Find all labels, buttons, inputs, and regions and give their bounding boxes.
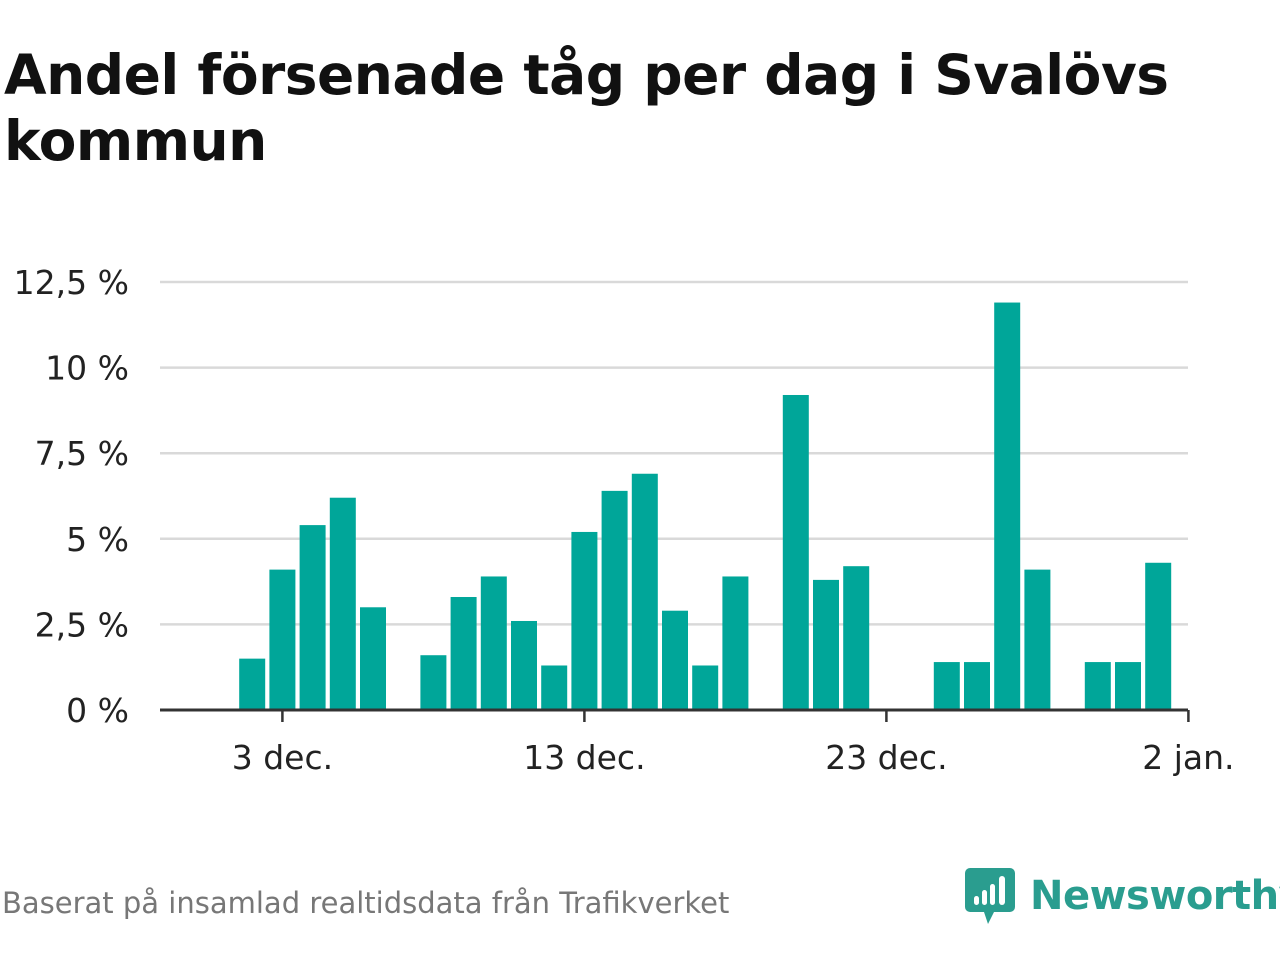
bar-2023-12-09 (450, 597, 477, 710)
bar-2023-12-25 (933, 662, 960, 710)
newsworthy-logo-icon (965, 868, 1015, 924)
y-tick-label: 0 % (66, 691, 129, 730)
bar-2023-12-06 (360, 607, 386, 710)
x-axis: 3 dec. 13 dec. 23 dec. 2 jan. (160, 708, 1235, 777)
bar-2023-12-28 (1024, 569, 1051, 710)
bar-2023-12-13 (571, 531, 598, 710)
bars (239, 302, 1172, 710)
x-tick-label: 23 dec. (825, 738, 947, 777)
bar-2023-12-15 (631, 473, 658, 710)
source-note: Baserat på insamlad realtidsdata från Tr… (2, 886, 730, 920)
y-tick-label: 12,5 % (14, 263, 129, 302)
bar-2023-12-05 (329, 497, 356, 710)
bar-2023-12-10 (480, 576, 507, 710)
brand-logo: Newsworthy (964, 864, 1280, 928)
bar-2024-01-01 (1145, 562, 1172, 710)
bar-2023-12-03 (269, 569, 296, 710)
y-tick-label: 2,5 % (35, 605, 129, 644)
bar-2023-12-21 (813, 579, 839, 710)
bar-2023-12-04 (299, 525, 326, 710)
bar-2023-12-16 (662, 610, 688, 710)
bar-2023-12-17 (692, 665, 719, 710)
brand-name: Newsworthy (1030, 873, 1280, 919)
bar-2023-12-12 (541, 665, 568, 710)
bar-2023-12-26 (964, 662, 990, 710)
bar-2023-12-08 (420, 655, 447, 710)
y-tick-label: 5 % (66, 520, 129, 559)
x-tick-label: 3 dec. (232, 738, 333, 777)
x-tick-label: 2 jan. (1142, 738, 1234, 777)
y-axis-tick-labels: 0 % 2,5 % 5 % 7,5 % 10 % 12,5 % (14, 263, 129, 730)
bar-2023-12-31 (1115, 662, 1141, 710)
bar-2023-12-27 (994, 302, 1021, 710)
y-tick-label: 7,5 % (35, 434, 129, 473)
bar-2023-12-02 (239, 658, 266, 710)
bar-chart: 0 % 2,5 % 5 % 7,5 % 10 % 12,5 % 3 dec. 13 dec.… (14, 263, 1235, 777)
bar-2023-12-20 (782, 394, 809, 710)
bar-2023-12-14 (601, 490, 628, 710)
x-tick-label: 13 dec. (523, 738, 645, 777)
bar-2023-12-30 (1084, 662, 1111, 710)
chart-title: Andel försenade tåg per dag i Svalövs ko… (4, 43, 1169, 173)
y-tick-label: 10 % (45, 349, 129, 388)
bar-2023-12-11 (511, 620, 537, 710)
bar-2023-12-22 (843, 566, 870, 710)
bar-2023-12-18 (722, 576, 749, 710)
